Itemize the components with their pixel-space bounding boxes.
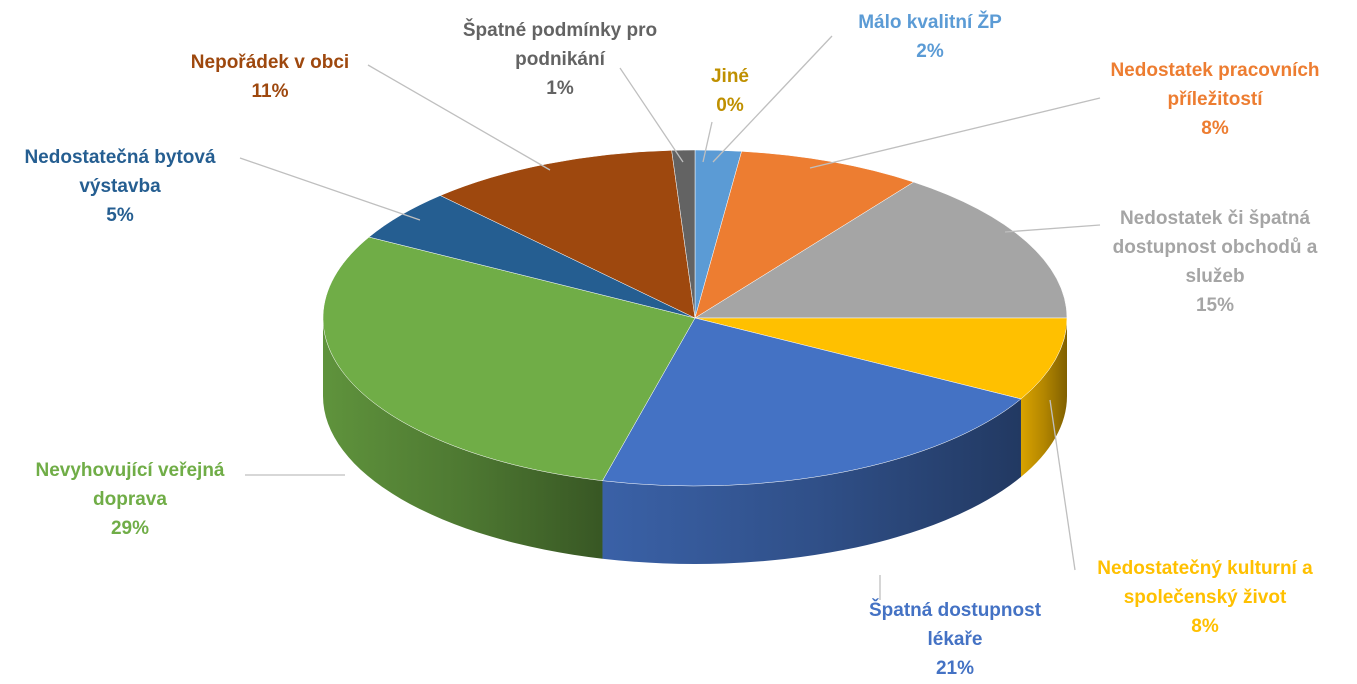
leader-line (712, 35, 833, 163)
slice-value: 21% (935, 658, 975, 679)
leader-line (702, 121, 713, 163)
slice-value: 5% (106, 205, 134, 226)
pie-slice (671, 149, 696, 319)
slice-value: 15% (1195, 295, 1235, 316)
pie-slice (602, 317, 1022, 487)
slice-value: 0% (716, 95, 744, 116)
slice-value: 2% (916, 41, 944, 62)
pie-side (602, 398, 1021, 565)
slice-label: Nedostatečná bytová výstavba (24, 147, 216, 197)
slice-label: Nevyhovující veřejná doprava (35, 460, 225, 510)
pie-slice (322, 236, 696, 481)
leader-line (1049, 399, 1076, 571)
slice-value: 11% (251, 81, 289, 102)
slice-label: Nedostatek pracovních příležitostí (1110, 60, 1320, 110)
slice-value: 8% (1201, 118, 1229, 139)
leader-line (239, 157, 421, 221)
slice-label: Málo kvalitní ŽP (858, 12, 1002, 33)
slice-label: Nedostatečný kulturní a společenský živo… (1097, 558, 1313, 608)
slice-value: 29% (110, 518, 150, 539)
slice-label: Nepořádek v obci (190, 52, 350, 73)
slice-label: Nedostatek či špatná dostupnost obchodů … (1112, 208, 1318, 287)
leader-line (367, 64, 551, 171)
pie-side (323, 318, 603, 559)
pie-slice (694, 181, 1068, 319)
pie-slice (694, 151, 915, 319)
slice-value: 8% (1191, 616, 1219, 637)
pie-slice (694, 317, 1068, 400)
slice-label: Jiné (710, 66, 750, 87)
pie-slice (439, 150, 696, 319)
slice-label: Špatné podmínky pro podnikání (462, 20, 658, 70)
leader-line (1004, 224, 1101, 233)
slice-value: 1% (546, 78, 574, 99)
slice-label: Špatná dostupnost lékaře (868, 600, 1042, 650)
leader-line (809, 97, 1101, 169)
leader-line (619, 67, 684, 163)
